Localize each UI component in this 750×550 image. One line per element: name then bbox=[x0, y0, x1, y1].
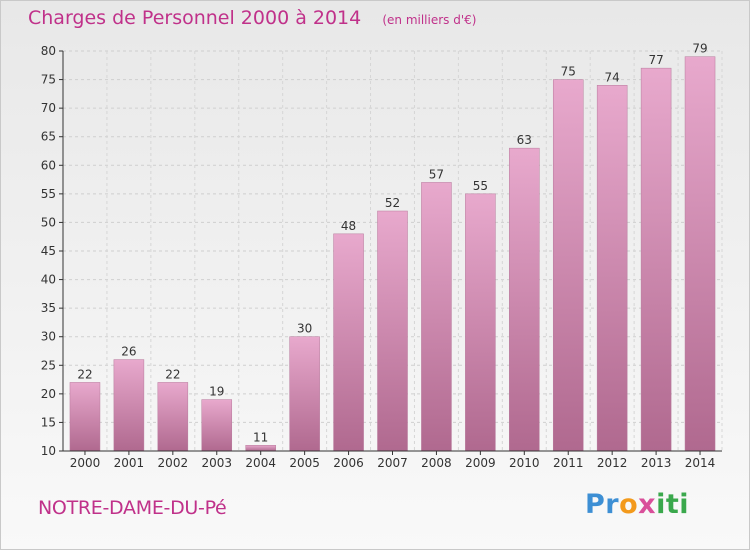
x-tick-label: 2006 bbox=[333, 456, 364, 470]
bar bbox=[640, 67, 672, 452]
x-tick-label: 2007 bbox=[377, 456, 408, 470]
y-tick-label: 70 bbox=[41, 101, 56, 115]
y-tick-label: 80 bbox=[41, 44, 56, 58]
data-label: 57 bbox=[429, 167, 444, 181]
bar bbox=[69, 382, 101, 452]
data-label: 55 bbox=[473, 179, 488, 193]
y-tick-label: 20 bbox=[41, 387, 56, 401]
logo-part-2: o bbox=[619, 489, 639, 520]
bar bbox=[552, 79, 584, 452]
data-label: 79 bbox=[692, 42, 707, 56]
x-tick-label: 2008 bbox=[421, 456, 452, 470]
data-label: 26 bbox=[121, 345, 136, 359]
y-tick-label: 40 bbox=[41, 273, 56, 287]
data-label: 11 bbox=[253, 430, 268, 444]
y-tick-label: 45 bbox=[41, 244, 56, 258]
bars: 22 26 22 19 11 30 48 52 57 55 63 75 74 77 79 bbox=[69, 42, 716, 452]
x-tick-label: 2012 bbox=[597, 456, 628, 470]
y-tick-label: 65 bbox=[41, 130, 56, 144]
x-tick-label: 2003 bbox=[201, 456, 232, 470]
x-tick-label: 2004 bbox=[245, 456, 276, 470]
data-label: 30 bbox=[297, 322, 312, 336]
chart-unit: (en milliers d'€) bbox=[382, 13, 477, 27]
bar bbox=[157, 382, 189, 452]
commune-name: NOTRE-DAME-DU-Pé bbox=[38, 497, 227, 519]
chart-title: Charges de Personnel 2000 à 2014 bbox=[28, 7, 362, 29]
bar bbox=[113, 359, 145, 452]
y-tick-label: 55 bbox=[41, 187, 56, 201]
axes: 10 15 20 25 30 35 40 45 50 55 60 65 70 75 80 2000 2001 20… bbox=[41, 44, 722, 470]
data-label: 77 bbox=[648, 53, 663, 67]
x-tick-label: 2000 bbox=[70, 456, 101, 470]
data-label: 19 bbox=[209, 385, 224, 399]
data-label: 22 bbox=[77, 367, 92, 381]
y-tick-label: 35 bbox=[41, 301, 56, 315]
y-tick-label: 15 bbox=[41, 415, 56, 429]
bar bbox=[377, 210, 408, 452]
bar bbox=[245, 445, 276, 452]
bar bbox=[333, 233, 364, 452]
bar bbox=[465, 193, 496, 452]
x-tick-label: 2013 bbox=[641, 456, 672, 470]
x-tick-label: 2014 bbox=[685, 456, 716, 470]
x-tick-label: 2001 bbox=[114, 456, 145, 470]
bar bbox=[421, 182, 452, 452]
grid bbox=[62, 50, 723, 452]
title-row: Charges de Personnel 2000 à 2014 (en mil… bbox=[28, 7, 476, 29]
bar bbox=[684, 56, 716, 452]
logo-part-4: iti bbox=[656, 489, 690, 520]
bar bbox=[596, 85, 628, 452]
data-label: 63 bbox=[517, 133, 532, 147]
x-tick-label: 2005 bbox=[289, 456, 320, 470]
data-label: 52 bbox=[385, 196, 400, 210]
logo-part-3: x bbox=[638, 489, 657, 520]
x-tick-label: 2010 bbox=[509, 456, 540, 470]
y-tick-label: 30 bbox=[41, 330, 56, 344]
x-tick-label: 2009 bbox=[465, 456, 496, 470]
bar bbox=[289, 336, 320, 452]
proxiti-logo: Proxiti bbox=[585, 489, 689, 520]
data-label: 75 bbox=[561, 65, 576, 79]
data-label: 22 bbox=[165, 367, 180, 381]
logo-part-1: Pr bbox=[585, 489, 620, 520]
y-tick-label: 50 bbox=[41, 215, 56, 229]
y-tick-label: 60 bbox=[41, 158, 56, 172]
y-tick-label: 10 bbox=[41, 444, 56, 458]
y-tick-label: 25 bbox=[41, 358, 56, 372]
x-tick-label: 2002 bbox=[158, 456, 189, 470]
data-label: 48 bbox=[341, 219, 356, 233]
bar bbox=[201, 399, 233, 452]
bar bbox=[509, 147, 540, 452]
data-label: 74 bbox=[605, 70, 620, 84]
x-tick-label: 2011 bbox=[553, 456, 584, 470]
y-tick-label: 75 bbox=[41, 73, 56, 87]
